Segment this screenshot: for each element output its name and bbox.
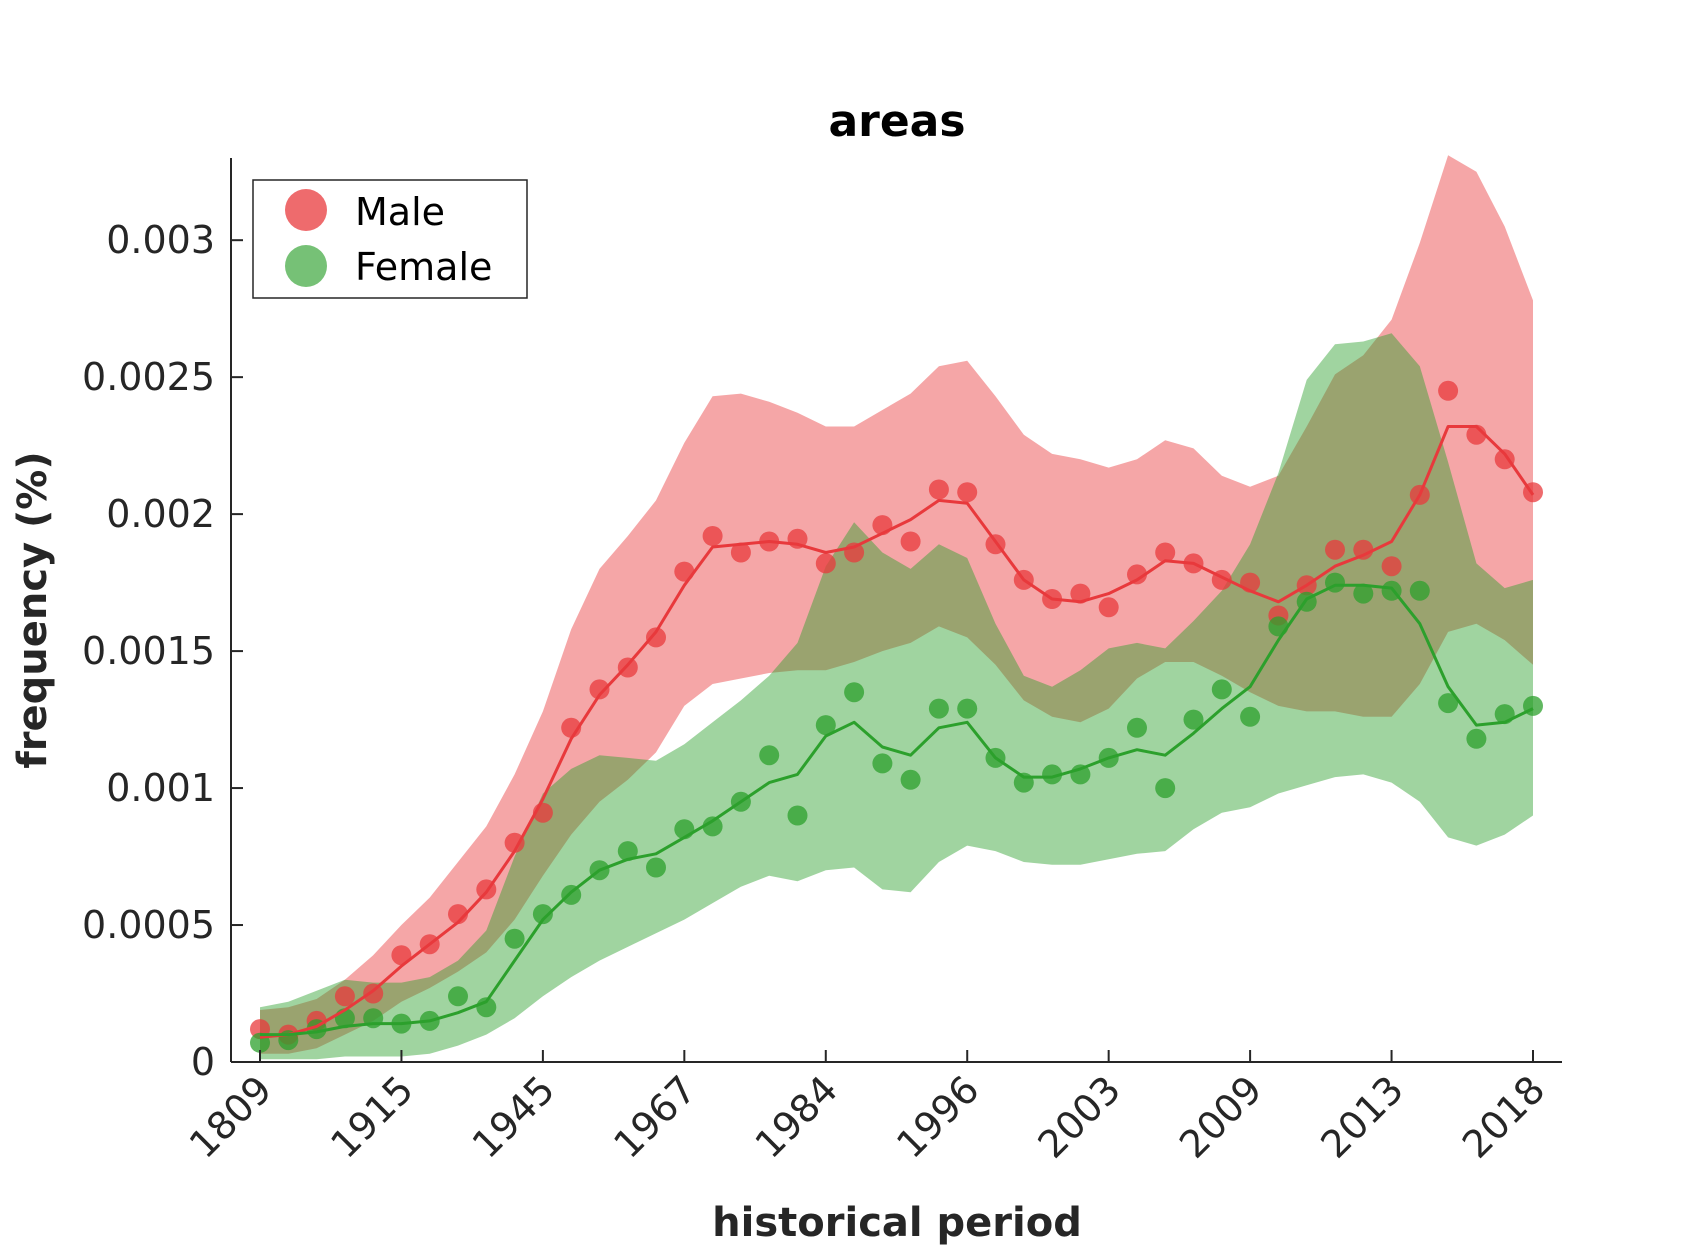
point-female [1155, 778, 1176, 799]
point-male [589, 679, 610, 700]
x-tick-label: 2003 [1030, 1067, 1130, 1167]
point-male [957, 482, 978, 503]
trend-line-female [260, 583, 1534, 1037]
point-male [815, 553, 836, 574]
y-tick-label: 0.0025 [82, 355, 215, 399]
point-female [1240, 706, 1261, 727]
point-female [759, 745, 780, 766]
legend-label-male: Male [355, 190, 445, 234]
point-female [787, 805, 808, 826]
x-tick-label: 1984 [747, 1067, 847, 1167]
x-axis-label: historical period [712, 1200, 1082, 1246]
point-male [363, 983, 384, 1004]
y-ticks: 0 0.0005 0.001 0.0015 0.002 0.0025 0.003 [82, 218, 243, 1084]
x-ticks: 1809 1915 1945 1967 1984 1996 2003 2009 2013 2018 [181, 1050, 1554, 1167]
point-female [957, 698, 978, 719]
y-axis-label: frequency (%) [10, 451, 56, 768]
x-tick-label: 1915 [322, 1067, 422, 1167]
point-male [1070, 583, 1091, 604]
point-male [391, 945, 412, 966]
trend-line-male [259, 425, 1535, 1039]
legend-label-female: Female [355, 245, 492, 289]
point-female [928, 698, 949, 719]
point-male [674, 561, 695, 582]
point-female [900, 769, 921, 790]
point-male [504, 832, 525, 853]
point-male [702, 526, 723, 546]
point-male [1494, 449, 1515, 470]
point-male [928, 479, 949, 500]
point-male [1325, 539, 1345, 560]
points-female [250, 572, 1543, 1053]
axes [230, 158, 1562, 1063]
point-female [1183, 709, 1204, 730]
x-tick-label: 2013 [1312, 1067, 1412, 1167]
point-male [646, 627, 666, 648]
point-female [702, 816, 723, 837]
point-female [1268, 616, 1289, 637]
point-female [504, 928, 525, 949]
x-tick-label: 2009 [1171, 1067, 1271, 1167]
chart-title: areas [828, 96, 965, 147]
x-tick-label: 1967 [605, 1067, 705, 1167]
point-female [1127, 717, 1147, 738]
point-male [1098, 597, 1119, 618]
legend-marker-female [285, 245, 327, 287]
x-tick-label: 1996 [888, 1067, 988, 1167]
x-tick-label: 2018 [1454, 1067, 1554, 1167]
point-male [1127, 564, 1147, 585]
y-tick-label: 0.002 [106, 492, 215, 536]
point-female [872, 753, 893, 774]
y-tick-label: 0.0015 [82, 629, 215, 673]
point-female [617, 841, 638, 862]
legend: Male Female [252, 179, 528, 299]
point-female [1409, 580, 1430, 601]
point-female [1466, 728, 1487, 749]
point-female [815, 715, 836, 736]
point-male [1438, 380, 1459, 401]
point-male [1381, 556, 1402, 577]
point-female [448, 986, 468, 1007]
plot-area [250, 155, 1543, 1060]
point-female [646, 857, 666, 878]
point-female [1353, 583, 1374, 604]
point-male [730, 542, 751, 563]
y-tick-label: 0.0005 [82, 903, 215, 947]
point-female [532, 904, 553, 925]
y-tick-label: 0 [191, 1040, 215, 1084]
point-female [1042, 764, 1063, 785]
point-male [617, 657, 638, 678]
band-male [260, 155, 1533, 1054]
point-male [1353, 539, 1374, 560]
y-tick-label: 0.001 [106, 766, 215, 810]
point-female [1211, 679, 1232, 700]
y-tick-label: 0.003 [106, 218, 215, 262]
point-male [334, 986, 355, 1007]
point-male [900, 531, 921, 552]
legend-marker-male [285, 189, 327, 231]
x-tick-label: 1945 [464, 1067, 564, 1167]
band-female [260, 333, 1533, 1060]
point-female [844, 682, 865, 703]
point-female [1438, 693, 1459, 714]
point-male [1155, 542, 1176, 563]
